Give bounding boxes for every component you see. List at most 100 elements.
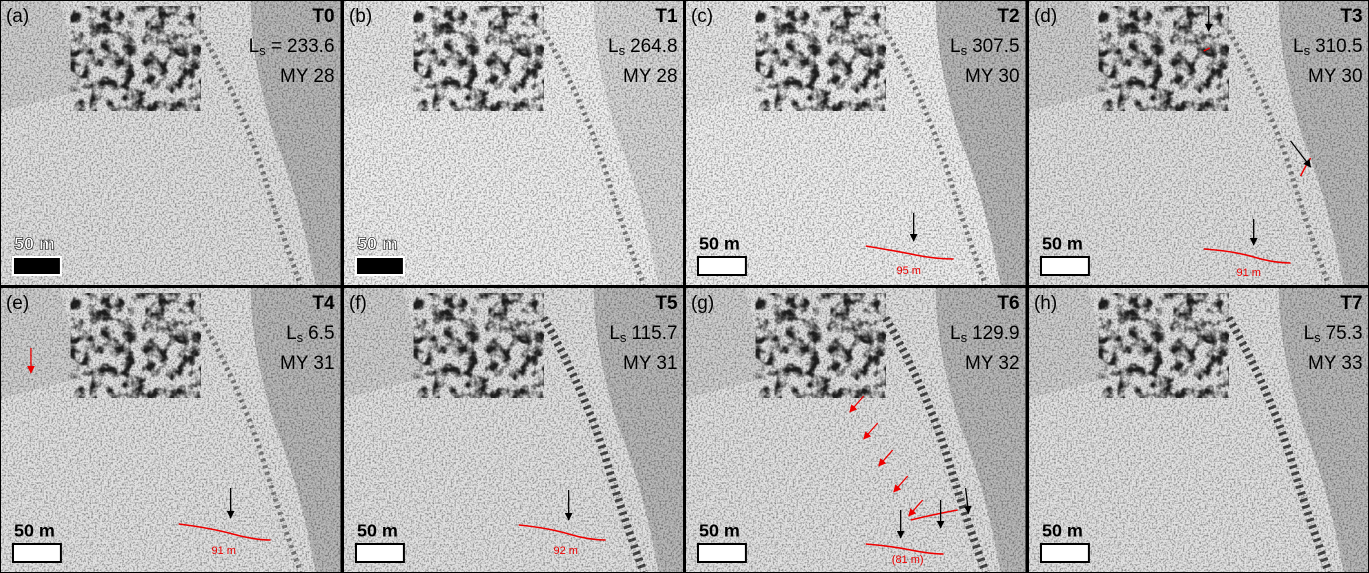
time-label: T5: [655, 293, 678, 314]
solar-longitude: Ls 310.5: [1293, 36, 1362, 58]
mars-year: MY 30: [965, 66, 1019, 87]
scale-bar: [11, 256, 62, 276]
ls-value: 310.5: [1315, 36, 1362, 57]
time-label: T6: [997, 293, 1019, 314]
time-label: T3: [1340, 6, 1362, 27]
scale-label: 50 m: [356, 521, 397, 541]
arrow: [1289, 140, 1311, 168]
ls-value: = 233.6: [271, 36, 335, 57]
ls-value: 307.5: [972, 36, 1019, 57]
crack-length: 92 m: [553, 545, 577, 557]
arrow: [893, 475, 909, 493]
scale-bar: [696, 543, 747, 563]
ls-value: 115.7: [631, 323, 677, 344]
crack-length: 91 m: [211, 545, 235, 557]
crack-trace: [518, 524, 606, 541]
time-label: T0: [312, 6, 334, 27]
ls-subscript: s: [259, 43, 266, 58]
ls-subscript: s: [1314, 330, 1321, 345]
crack-trace: [910, 509, 958, 521]
mars-year: MY 33: [1308, 353, 1362, 374]
crack-trace: [865, 543, 944, 555]
ls-symbol: L: [249, 36, 260, 57]
crack-length: 95 m: [896, 265, 920, 277]
image-panel: (a) T0 Ls = 233.6 MY 28 50 m: [1, 1, 341, 285]
grain: [1028, 288, 1368, 572]
panel-label: (c): [691, 6, 713, 27]
image-panel: (d) T3 Ls 310.5 MY 30 50 m 91 m: [1028, 1, 1368, 285]
image-panel: (e) T4 Ls 6.5 MY 31 50 m 91 m: [1, 288, 341, 572]
mars-year: MY 31: [280, 353, 334, 374]
grain: [1, 1, 341, 285]
scale-bar: [354, 543, 405, 563]
ls-symbol: L: [1303, 323, 1314, 344]
panel-label: (g): [691, 293, 714, 314]
scale-label: 50 m: [356, 234, 397, 254]
arrow: [963, 487, 972, 514]
grain: [686, 288, 1026, 572]
scale-label: 50 m: [699, 521, 740, 541]
image-panel: (h) T7 Ls 75.3 MY 33 50 m: [1028, 288, 1368, 572]
ls-subscript: s: [618, 43, 625, 58]
grain: [686, 1, 1026, 285]
grain: [1, 288, 341, 572]
crack-length: (81 m): [892, 554, 924, 566]
arrow: [863, 422, 879, 440]
ls-symbol: L: [950, 323, 961, 344]
image-panel: (c) T2 Ls 307.5 MY 30 50 m 95 m: [686, 1, 1026, 285]
solar-longitude: Ls 75.3: [1303, 323, 1362, 345]
grain: [343, 288, 683, 572]
crack-trace: [1203, 248, 1291, 264]
grain: [343, 1, 683, 285]
crack-length: 91 m: [1236, 267, 1260, 279]
scale-label: 50 m: [14, 234, 55, 254]
crack-trace: [865, 245, 954, 260]
grain: [1028, 1, 1368, 285]
time-label: T7: [1340, 293, 1362, 314]
arrow: [849, 395, 865, 413]
image-panel: (b) T1 Ls 264.8 MY 28 50 m: [343, 1, 683, 285]
solar-longitude: Ls 6.5: [286, 323, 334, 345]
ls-value: 264.8: [630, 36, 677, 57]
scale-label: 50 m: [1041, 521, 1082, 541]
solar-longitude: Ls = 233.6: [249, 36, 335, 58]
panel-label: (b): [348, 6, 371, 27]
scale-label: 50 m: [14, 521, 55, 541]
ls-symbol: L: [950, 36, 961, 57]
scale-label: 50 m: [699, 234, 740, 254]
time-label: T4: [312, 293, 335, 314]
ls-value: 75.3: [1325, 323, 1362, 344]
image-panel: (f) T5 Ls 115.7 MY 31 50 m 92 m: [343, 288, 683, 572]
ls-value: 6.5: [308, 323, 334, 344]
time-label: T1: [655, 6, 678, 27]
crack-trace: [1202, 47, 1210, 52]
ls-symbol: L: [286, 323, 297, 344]
mars-year: MY 32: [965, 353, 1019, 374]
time-label: T2: [997, 6, 1019, 27]
scale-bar: [11, 543, 62, 563]
scale-bar: [354, 256, 405, 276]
scale-bar: [696, 256, 747, 276]
solar-longitude: Ls 115.7: [609, 323, 677, 345]
solar-longitude: Ls 129.9: [950, 323, 1019, 345]
arrow: [878, 449, 894, 467]
solar-longitude: Ls 264.8: [608, 36, 677, 58]
arrow: [908, 499, 924, 517]
ls-value: 129.9: [972, 323, 1019, 344]
mars-year: MY 28: [623, 66, 677, 87]
ls-subscript: s: [961, 43, 968, 58]
mars-year: MY 31: [623, 353, 677, 374]
mars-year: MY 28: [280, 66, 334, 87]
ls-subscript: s: [961, 330, 968, 345]
scale-label: 50 m: [1041, 234, 1082, 254]
scale-bar: [1039, 256, 1090, 276]
solar-longitude: Ls 307.5: [950, 36, 1019, 58]
ls-symbol: L: [609, 323, 620, 344]
panel-label: (h): [1033, 293, 1056, 314]
image-panel: (g) T6 Ls 129.9 MY 32 50 m (81 m): [686, 288, 1026, 572]
panel-label: (a): [6, 6, 29, 27]
panel-label: (f): [348, 293, 366, 314]
crack-trace: [178, 523, 271, 541]
